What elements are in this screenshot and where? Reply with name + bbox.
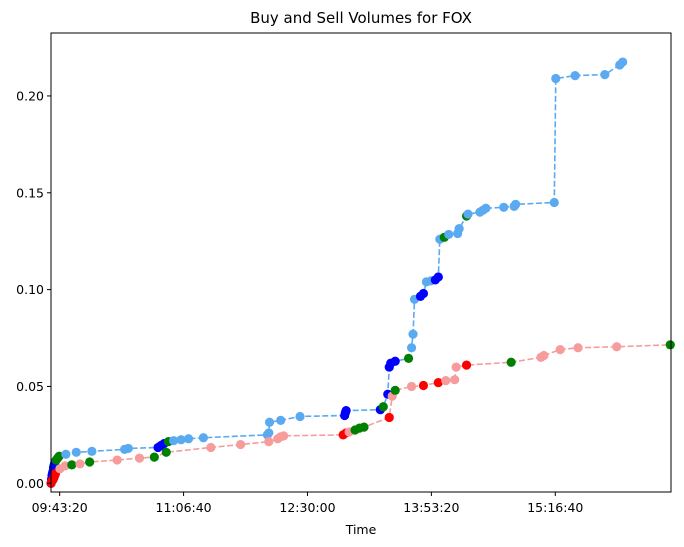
data-point-0-21: [169, 436, 179, 446]
x-tick-label-1: 11:06:40: [156, 500, 212, 515]
plot-frame: [50, 32, 672, 493]
data-point-1-30: [390, 385, 400, 395]
data-point-0-63: [551, 73, 561, 84]
chart-title: Buy and Sell Volumes for FOX: [250, 9, 472, 27]
data-point-1-40: [539, 350, 549, 361]
series-markers: [46, 57, 675, 488]
data-point-0-58: [481, 203, 491, 213]
data-point-1-10: [75, 459, 85, 469]
y-axis-ticks: 0.00 0.05 0.10 0.15 0.20: [16, 88, 51, 491]
data-point-1-27: [359, 422, 369, 432]
data-point-0-24: [198, 433, 208, 443]
x-tick-label-4: 15:16:40: [527, 500, 583, 515]
data-point-1-42: [573, 343, 583, 353]
x-tick-label-2: 12:30:00: [279, 500, 335, 515]
data-point-0-26: [264, 428, 274, 438]
x-axis-label: Time: [345, 522, 377, 537]
data-point-0-16: [123, 443, 133, 454]
data-point-0-28: [276, 415, 286, 425]
data-point-0-51: [444, 229, 454, 240]
data-point-1-33: [433, 377, 443, 388]
x-tick-label-3: 13:53:20: [403, 500, 459, 515]
data-point-1-17: [235, 439, 246, 450]
data-point-1-38: [506, 357, 516, 367]
data-point-1-28: [384, 412, 394, 423]
data-point-0-67: [618, 57, 628, 67]
data-point-0-62: [549, 197, 559, 208]
x-tick-label-0: 09:43:20: [32, 500, 88, 515]
data-point-0-13: [71, 447, 81, 457]
data-point-1-43: [612, 342, 622, 352]
data-point-0-27: [264, 417, 275, 427]
y-tick-label-3: 0.15: [16, 185, 44, 200]
data-point-1-44: [665, 340, 675, 350]
data-point-0-55: [463, 209, 473, 219]
data-point-1-37: [461, 360, 472, 370]
data-point-0-23: [183, 434, 194, 444]
data-point-0-12: [61, 449, 71, 459]
y-tick-label-4: 0.20: [16, 88, 44, 103]
data-point-1-34: [441, 376, 451, 386]
data-point-0-53: [454, 224, 464, 234]
data-point-0-38: [390, 356, 400, 366]
data-point-0-44: [418, 288, 429, 299]
data-point-0-41: [408, 329, 418, 339]
data-point-1-36: [451, 362, 461, 372]
data-point-1-11: [85, 457, 95, 467]
y-tick-label-1: 0.05: [16, 379, 44, 394]
data-point-0-29: [295, 411, 305, 422]
y-tick-label-0: 0.00: [16, 476, 44, 491]
y-tick-label-2: 0.10: [16, 282, 44, 297]
data-point-1-15: [161, 447, 171, 457]
data-point-1-31: [406, 381, 417, 392]
data-point-1-14: [149, 452, 159, 462]
data-point-0-32: [341, 406, 351, 416]
x-axis-ticks: 09:43:20 11:06:40 12:30:00 13:53:20 15:16:40: [32, 492, 583, 515]
data-point-1-21: [279, 431, 289, 441]
data-point-1-16: [206, 442, 216, 453]
data-point-0-39: [403, 353, 414, 363]
plot-area: [46, 57, 675, 488]
data-point-0-22: [176, 435, 186, 445]
data-point-0-34: [378, 402, 388, 412]
data-point-0-65: [600, 70, 610, 80]
data-point-1-9: [67, 460, 77, 470]
data-point-0-14: [87, 446, 97, 456]
data-point-0-40: [406, 343, 417, 353]
data-point-1-18: [264, 437, 274, 447]
data-point-1-13: [134, 453, 145, 463]
data-point-0-61: [511, 199, 521, 209]
data-point-1-12: [112, 455, 122, 465]
data-point-0-64: [570, 71, 580, 81]
data-point-1-35: [450, 375, 460, 385]
data-point-1-32: [418, 380, 429, 391]
data-point-0-59: [499, 202, 509, 212]
data-point-1-41: [555, 345, 565, 355]
data-point-0-48: [433, 272, 443, 282]
